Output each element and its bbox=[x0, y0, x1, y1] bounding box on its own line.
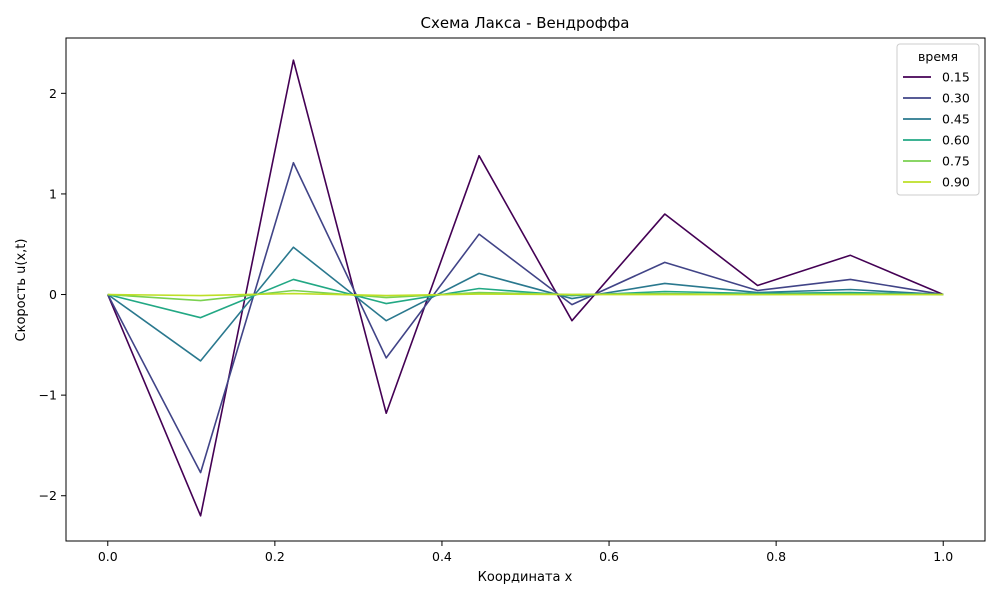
series-layer bbox=[107, 59, 944, 517]
x-tick-label: 0.8 bbox=[766, 549, 786, 564]
series-line-0-60 bbox=[107, 278, 944, 319]
legend-entry-label: 0.60 bbox=[942, 133, 970, 148]
legend-entry-label: 0.15 bbox=[942, 70, 970, 85]
legend-entry-label: 0.90 bbox=[942, 175, 970, 190]
series-line-0-90 bbox=[107, 292, 944, 297]
legend-entry-label: 0.45 bbox=[942, 112, 970, 127]
x-axis-label: Координата x bbox=[478, 570, 573, 585]
x-tick-label: 0.2 bbox=[265, 549, 285, 564]
legend-title: время bbox=[918, 49, 958, 64]
y-axis-label: Скорость u(x,t) bbox=[14, 239, 29, 342]
x-tick-label: 0.0 bbox=[98, 549, 118, 564]
series-line-0-30 bbox=[107, 161, 944, 474]
x-tick-label: 0.6 bbox=[599, 549, 619, 564]
y-tick-label: 1 bbox=[49, 186, 57, 201]
x-tick-label: 0.4 bbox=[432, 549, 452, 564]
plot-frame bbox=[65, 37, 986, 542]
legend-entry-label: 0.75 bbox=[942, 154, 970, 169]
legend-entry-label: 0.30 bbox=[942, 91, 970, 106]
series-line-0-15 bbox=[107, 59, 944, 517]
legend: время 0.15 0.30 0.45 0.60 0.75 0.90 bbox=[896, 43, 980, 196]
x-tick-label: 1.0 bbox=[933, 549, 953, 564]
y-axis: −2 −1 0 1 2 bbox=[39, 86, 66, 503]
chart-title: Схема Лакса - Вендроффа bbox=[420, 14, 629, 32]
y-tick-label: −1 bbox=[39, 388, 57, 403]
y-tick-label: 2 bbox=[49, 86, 57, 101]
y-tick-label: 0 bbox=[49, 287, 57, 302]
legend-box bbox=[896, 43, 980, 196]
series-line-0-45 bbox=[107, 246, 944, 362]
x-axis: 0.0 0.2 0.4 0.6 0.8 1.0 bbox=[98, 541, 953, 564]
y-tick-label: −2 bbox=[39, 488, 57, 503]
